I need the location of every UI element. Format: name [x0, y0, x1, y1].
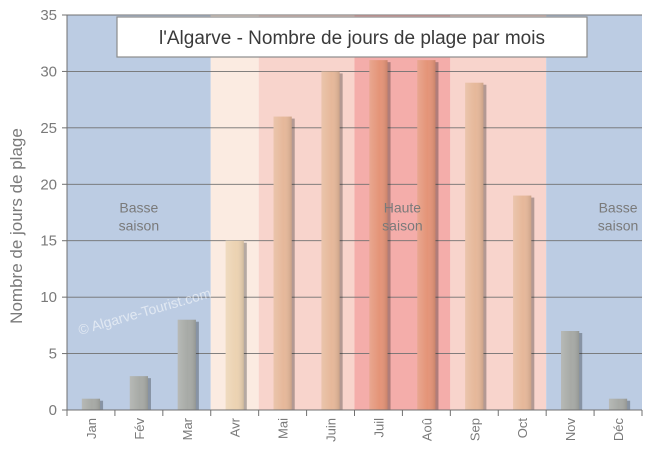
season-annotation-2-line-0: Basse — [599, 200, 638, 216]
x-tick-label-7: Aoû — [419, 418, 434, 441]
y-tick-label-25: 25 — [40, 120, 57, 137]
y-tick-labels: 0 5 10 15 20 25 30 35 — [40, 7, 57, 419]
bar-sheen — [321, 71, 340, 410]
y-tick-label-35: 35 — [40, 7, 57, 24]
season-annotation-2-line-1: saison — [598, 218, 638, 234]
bar-sheen — [225, 240, 244, 410]
y-tick-label-15: 15 — [40, 233, 57, 250]
bar-sheen — [177, 319, 196, 410]
bar-Fév — [129, 376, 151, 410]
bar-sheen — [465, 82, 484, 410]
bar-sheen — [273, 116, 292, 411]
bar-Déc — [608, 398, 631, 410]
x-tick-label-5: Juin — [324, 418, 339, 442]
x-tick-label-0: Jan — [84, 418, 99, 439]
bar-Nov — [561, 331, 583, 410]
x-tick-labels: Jan Fév Mar Avr Mai Juin Juil Aoû Sep Oct Nov Déc — [84, 417, 626, 442]
season-annotations: Basse saison Haute saison Basse saison — [119, 200, 639, 234]
x-tick-label-1: Fév — [132, 418, 147, 440]
bar-sheen — [81, 398, 101, 410]
season-annotation-1-line-1: saison — [382, 218, 422, 234]
bar-sheen — [369, 60, 388, 411]
x-tick-label-3: Avr — [228, 417, 243, 437]
plot-frame — [62, 14, 643, 416]
x-tick-label-10: Nov — [563, 418, 578, 442]
bar-sheen — [561, 331, 580, 410]
bar-Mai — [273, 116, 295, 411]
title-box: l'Algarve - Nombre de jours de plage par… — [116, 16, 588, 58]
bar-sheen — [129, 376, 148, 410]
y-tick-label-0: 0 — [49, 402, 57, 419]
bar-sheen — [513, 195, 532, 410]
y-tick-label-5: 5 — [49, 346, 57, 363]
y-tick-label-20: 20 — [40, 176, 57, 193]
title-box-frame — [116, 16, 588, 58]
bar-Avr — [225, 240, 247, 410]
bar-Jan — [81, 398, 104, 410]
bar-Aoû — [417, 60, 439, 411]
y-tick-label-30: 30 — [40, 63, 57, 80]
season-annotation-0-line-1: saison — [119, 218, 159, 234]
bar-Juil — [369, 60, 391, 411]
y-axis-title: Nombre de jours de plage — [7, 128, 26, 324]
bar-Sep — [465, 82, 487, 410]
x-tick-label-4: Mai — [276, 418, 291, 439]
x-tick-label-8: Sep — [467, 418, 482, 441]
bar-sheen — [608, 398, 628, 410]
y-tick-label-10: 10 — [40, 289, 57, 306]
bar-Oct — [513, 195, 535, 410]
x-tick-label-11: Déc — [611, 418, 626, 442]
bar-sheen — [417, 60, 436, 411]
x-tick-label-6: Juil — [371, 418, 386, 438]
bar-Juin — [321, 71, 343, 410]
season-annotation-1-line-0: Haute — [384, 200, 422, 216]
season-annotation-0-line-0: Basse — [119, 200, 158, 216]
x-tick-label-2: Mar — [180, 417, 195, 440]
bars — [81, 60, 631, 411]
x-tick-label-9: Oct — [515, 418, 530, 439]
bar-Mar — [177, 319, 199, 410]
chart-title: l'Algarve - Nombre de jours de plage par… — [159, 28, 545, 49]
